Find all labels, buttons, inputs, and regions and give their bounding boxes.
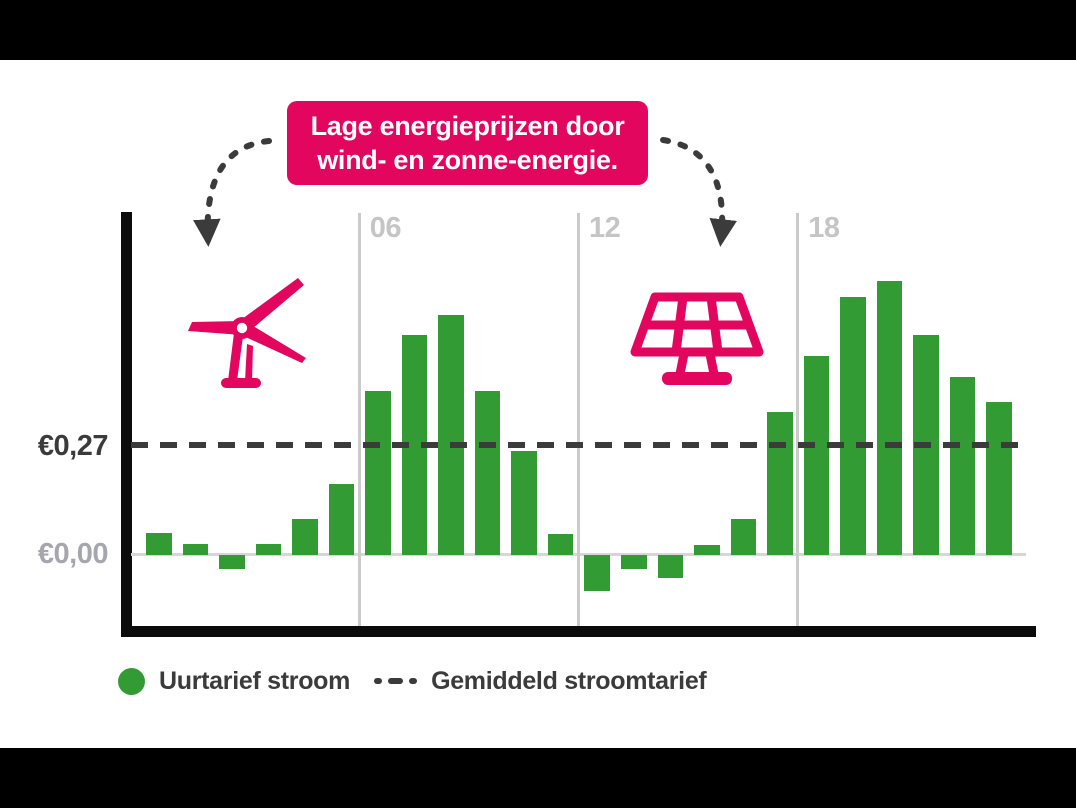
- bar-hour-04: [292, 519, 318, 555]
- legend: Uurtarief stroom Gemiddeld stroomtarief: [118, 665, 707, 697]
- x-grid-label-06: 06: [369, 212, 402, 244]
- bar-hour-16: [730, 519, 757, 555]
- solar-panel-icon: [630, 292, 764, 385]
- bar-hour-17: [767, 412, 793, 555]
- x-grid-label-18: 18: [808, 212, 840, 244]
- y-axis-line: [121, 212, 132, 637]
- x-grid-label-12: 12: [588, 212, 621, 244]
- bar-hour-20: [876, 280, 903, 555]
- x-gridline-12: [576, 213, 580, 626]
- legend-label-average-tariff: Gemiddeld stroomtarief: [431, 666, 707, 695]
- average-tariff-dashed-line: [131, 442, 1030, 448]
- y-tick-zero: €0,00: [37, 538, 109, 570]
- x-gridline-18: [796, 213, 800, 626]
- legend-label-hourly-tariff: Uurtarief stroom: [159, 666, 351, 695]
- bar-hour-13: [621, 555, 647, 569]
- legend-green-dot-icon: [118, 667, 145, 695]
- letterbox-top: [0, 0, 1076, 60]
- bar-hour-06: [365, 390, 391, 555]
- bar-hour-19: [840, 297, 866, 555]
- bar-hour-12: [584, 555, 610, 591]
- wind-turbine-icon: [188, 278, 306, 388]
- bar-hour-11: [547, 533, 574, 555]
- bar-hour-05: [328, 484, 355, 555]
- callout-line1: Lage energieprijzen door: [310, 111, 625, 141]
- bar-hour-18: [803, 356, 830, 555]
- bar-hour-08: [438, 315, 464, 555]
- callout-bubble: Lage energieprijzen door wind- en zonne-…: [287, 101, 648, 185]
- callout-line2: wind- en zonne-energie.: [317, 145, 618, 175]
- bar-hour-01: [182, 544, 209, 555]
- y-tick-average: €0,27: [37, 430, 109, 462]
- bar-hour-23: [986, 401, 1012, 555]
- bar-hour-03: [255, 544, 282, 555]
- bar-hour-14: [657, 555, 684, 578]
- bar-hour-15: [694, 544, 720, 555]
- bar-hour-22: [949, 376, 976, 555]
- bar-hour-02: [219, 555, 245, 569]
- bar-hour-00: [146, 533, 172, 555]
- bar-hour-10: [511, 451, 537, 555]
- dashed-arrow-to-wind-turbine: [193, 138, 272, 247]
- legend-dashed-line-icon: [374, 678, 418, 684]
- dashed-arrow-to-solar-panel: [660, 137, 737, 247]
- letterbox-bottom: [0, 748, 1076, 808]
- x-axis-line: [121, 626, 1036, 637]
- x-gridline-06: [357, 213, 361, 626]
- bar-hour-09: [474, 390, 501, 555]
